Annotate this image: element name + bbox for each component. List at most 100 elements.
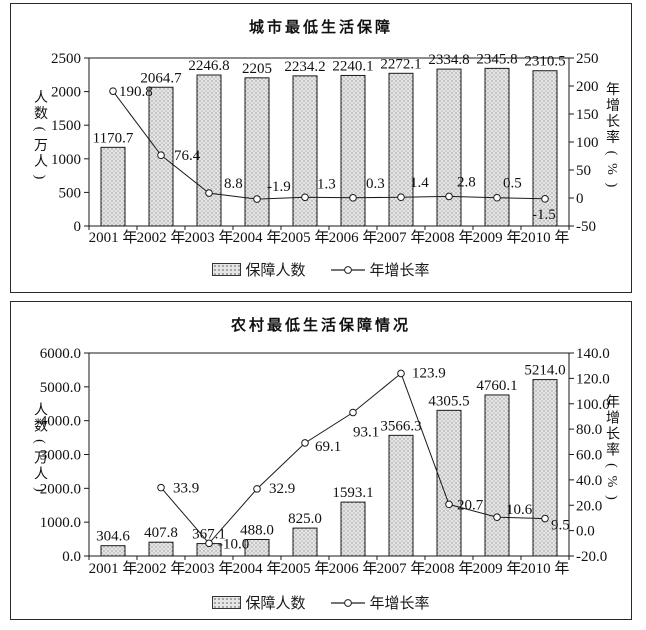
rural-chart-plot: 0.0 1000.0 2000.0 3000.0 4000.0 5000.0 6000.0 -… [32, 346, 620, 577]
legend-bar-label: 保障人数 [245, 596, 306, 612]
line-marker [301, 193, 309, 202]
bar [388, 434, 414, 557]
x-category-label: 2009 年 [473, 560, 522, 577]
left-axis-title: 人 [34, 403, 48, 419]
right-tick-label: 80.0 [576, 422, 602, 438]
line-marker [397, 193, 405, 202]
bar-value-label: 2064.7 [140, 70, 182, 86]
left-tick-label: 0.0 [62, 549, 81, 565]
left-tick-label: 500 [59, 185, 82, 201]
left-axis-title: ( [32, 127, 47, 132]
bar [292, 75, 318, 227]
bar [100, 545, 126, 557]
line-value-label: 9.5 [551, 518, 570, 534]
left-tick-label: 0 [74, 219, 82, 235]
bar-value-label: 2205 [242, 61, 272, 77]
line-marker [109, 87, 117, 95]
bars-series: 304.6 407.8 367.1 488.0 825.0 1593.1 3566.3 430… [96, 363, 566, 557]
x-category-label: 2001 年 [89, 560, 138, 577]
left-tick-label: 2500 [51, 51, 81, 67]
bar [532, 70, 558, 227]
bar [436, 68, 462, 227]
left-tick-label: 1000 [51, 152, 81, 168]
growth-line-series: 190.8 76.4 8.8 -1.9 1.3 0.3 1.4 2.8 0.5 -1.5 [109, 84, 556, 223]
x-category-label: 2005 年 [281, 560, 330, 577]
left-axis-title: 数 [34, 106, 48, 122]
right-axis-title: % [604, 163, 619, 175]
bar-value-label: 825.0 [288, 511, 322, 527]
rural-chart-legend: 保障人数 年增长率 [11, 592, 631, 613]
rural-chart-title: 农村最低生活保障情况 [230, 317, 411, 334]
line-value-label: 69.1 [315, 439, 341, 455]
legend-line-label: 年增长率 [369, 263, 430, 279]
line-value-label: 32.9 [269, 481, 295, 497]
legend-line-swatch [330, 598, 365, 607]
legend-line-swatch [330, 265, 365, 274]
left-axis-title: ) [32, 487, 47, 492]
bar-value-label: 1593.1 [332, 485, 373, 501]
left-tick-label: 2000 [51, 85, 81, 101]
bar [196, 74, 222, 227]
line-value-label: 123.9 [412, 365, 446, 381]
line-value-label: 1.3 [317, 176, 336, 192]
line-marker [445, 500, 453, 509]
x-category-label: 2001 年 [89, 229, 138, 246]
left-axis: 0.0 1000.0 2000.0 3000.0 4000.0 5000.0 6000.0 [40, 346, 89, 565]
right-axis-title: ) [604, 495, 619, 500]
rural-chart-panel: 0.0 1000.0 2000.0 3000.0 4000.0 5000.0 6000.0 -… [10, 301, 632, 620]
bar-value-label: 304.6 [96, 529, 130, 545]
left-tick-label: 4000.0 [40, 414, 81, 430]
bar [244, 538, 270, 557]
line-value-label: 76.4 [174, 148, 201, 164]
line-value-label: -1.9 [267, 179, 291, 195]
right-tick-label: -20.0 [576, 549, 607, 565]
urban-chart-title: 城市最低生活保障 [248, 19, 393, 36]
right-tick-label: 50 [576, 163, 591, 179]
right-axis-title: ) [604, 183, 619, 188]
line-marker [397, 369, 405, 378]
bar [388, 72, 414, 227]
right-axis-title: ( [604, 463, 619, 468]
legend-item-bars: 保障人数 [212, 259, 306, 280]
right-tick-label: 0.0 [576, 524, 595, 540]
line-marker [253, 485, 261, 493]
bar-value-label: 5214.0 [524, 363, 565, 379]
line-marker [493, 513, 501, 521]
left-axis-title: ( [32, 439, 47, 444]
bar-value-label: 4760.1 [476, 378, 517, 394]
line-marker [205, 189, 213, 197]
x-category-label: 2002 年 [137, 229, 186, 246]
x-category-label: 2007 年 [377, 560, 426, 577]
right-tick-label: 140.0 [576, 346, 610, 362]
x-category-label: 2005 年 [281, 229, 330, 246]
left-tick-label: 6000.0 [40, 346, 81, 362]
line-marker [541, 514, 549, 523]
left-axis-title: 人 [34, 154, 48, 170]
bar [340, 501, 366, 557]
x-category-label: 2010 年 [521, 560, 570, 577]
line-marker [157, 483, 165, 492]
line-marker [349, 194, 357, 202]
right-axis: -50 0 50 100 150 200 250 [569, 51, 599, 235]
x-axis: 2001 年 2002 年 2003 年 2004 年 2005 年 2006 年 2007… [88, 226, 570, 246]
right-tick-label: 250 [576, 51, 599, 67]
bar [436, 409, 462, 557]
line-value-label: 0.3 [366, 176, 385, 192]
right-tick-label: 200 [576, 79, 599, 95]
line-marker [253, 195, 261, 203]
bar-value-label: 3566.3 [380, 418, 421, 434]
x-category-label: 2009 年 [473, 229, 522, 246]
urban-chart-panel: 0 500 1000 1500 2000 2500 -50 0 50 100 150 200 250 20… [10, 3, 632, 293]
left-axis-title: 人 [34, 467, 48, 483]
line-value-label: -10.0 [218, 536, 249, 552]
right-axis-title: ( [604, 151, 619, 156]
left-tick-label: 2000.0 [40, 481, 81, 497]
line-value-label: 2.8 [457, 174, 476, 190]
bar [532, 379, 558, 557]
x-category-label: 2003 年 [185, 229, 234, 246]
bar [244, 77, 270, 227]
bars-series: 1170.7 2064.7 2246.8 2205 2234.2 2240.1 2272.1… [93, 51, 566, 227]
right-axis: -20.0 0.0 20.0 40.0 60.0 80.0 100.0 120.0 140.0 [569, 346, 610, 565]
right-axis-title: 年 [606, 82, 620, 98]
right-axis-title: 率 [606, 129, 620, 146]
